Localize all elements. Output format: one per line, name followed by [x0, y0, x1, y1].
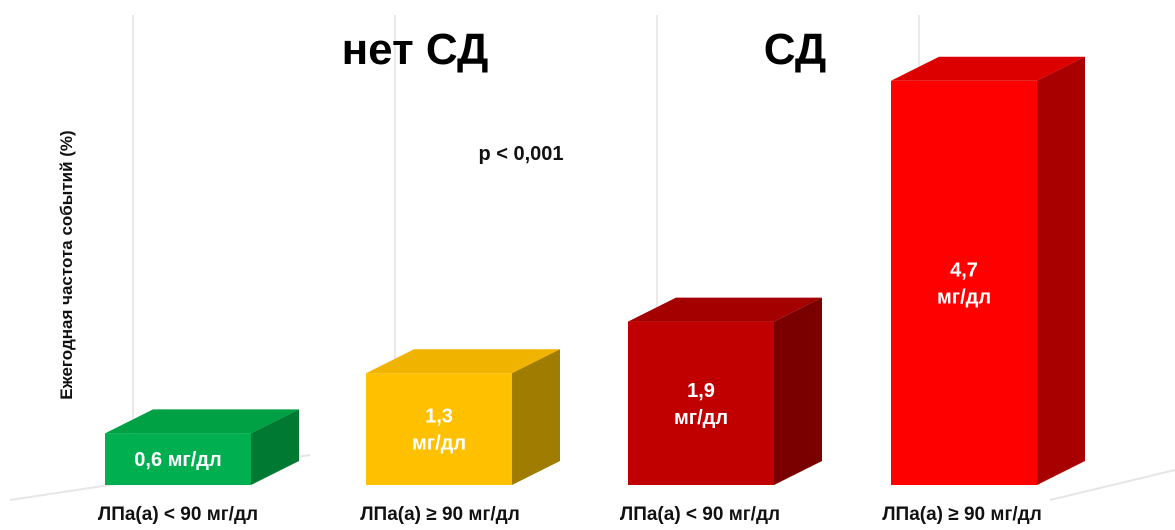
bar-top-face — [366, 349, 560, 374]
bar-front-face — [628, 321, 774, 485]
bar-top-face — [628, 297, 822, 322]
bar-side-face — [251, 409, 299, 485]
bar-front-face — [105, 433, 251, 485]
p-value-annotation: p < 0,001 — [478, 143, 563, 165]
data-label: 0,6 мг/дл — [134, 449, 221, 471]
bar-side-face — [512, 349, 560, 485]
floor-line — [1049, 469, 1175, 501]
group-label-no-diabetes: нет СД — [342, 25, 489, 74]
category-label: ЛПа(а) ≥ 90 мг/дл — [882, 504, 1042, 525]
category-label: ЛПа(а) ≥ 90 мг/дл — [360, 504, 520, 525]
bar-front-face — [366, 373, 512, 485]
data-label: мг/дл — [937, 286, 991, 308]
bar: 1,9 мг/дл — [628, 297, 822, 485]
bar-front-face — [891, 80, 1037, 486]
bar: 1,3 мг/дл — [366, 349, 560, 485]
category-label: ЛПа(а) < 90 мг/дл — [620, 504, 780, 525]
bar-top-face — [891, 56, 1085, 81]
category-label: ЛПа(а) < 90 мг/дл — [98, 504, 258, 525]
group-label-diabetes: СД — [764, 25, 827, 74]
bar-side-face — [774, 297, 822, 485]
bar: 4,7 мг/дл — [891, 56, 1085, 486]
bars: 0,6 мг/дл 1,3 мг/дл 1,9 мг/дл 4,7 мг/дл — [105, 56, 1085, 486]
data-label: 4,7 — [950, 259, 978, 281]
y-axis-label: Ежегодная частота событий (%) — [57, 130, 76, 399]
bar-top-face — [105, 409, 299, 434]
bar: 0,6 мг/дл — [105, 409, 299, 485]
data-label: мг/дл — [674, 407, 728, 429]
data-label: 1,3 — [425, 406, 453, 428]
data-label: мг/дл — [412, 433, 466, 455]
category-labels: ЛПа(а) < 90 мг/дл ЛПа(а) ≥ 90 мг/дл ЛПа(… — [98, 504, 1042, 525]
bar-side-face — [1037, 56, 1085, 486]
data-label: 1,9 — [687, 380, 715, 402]
